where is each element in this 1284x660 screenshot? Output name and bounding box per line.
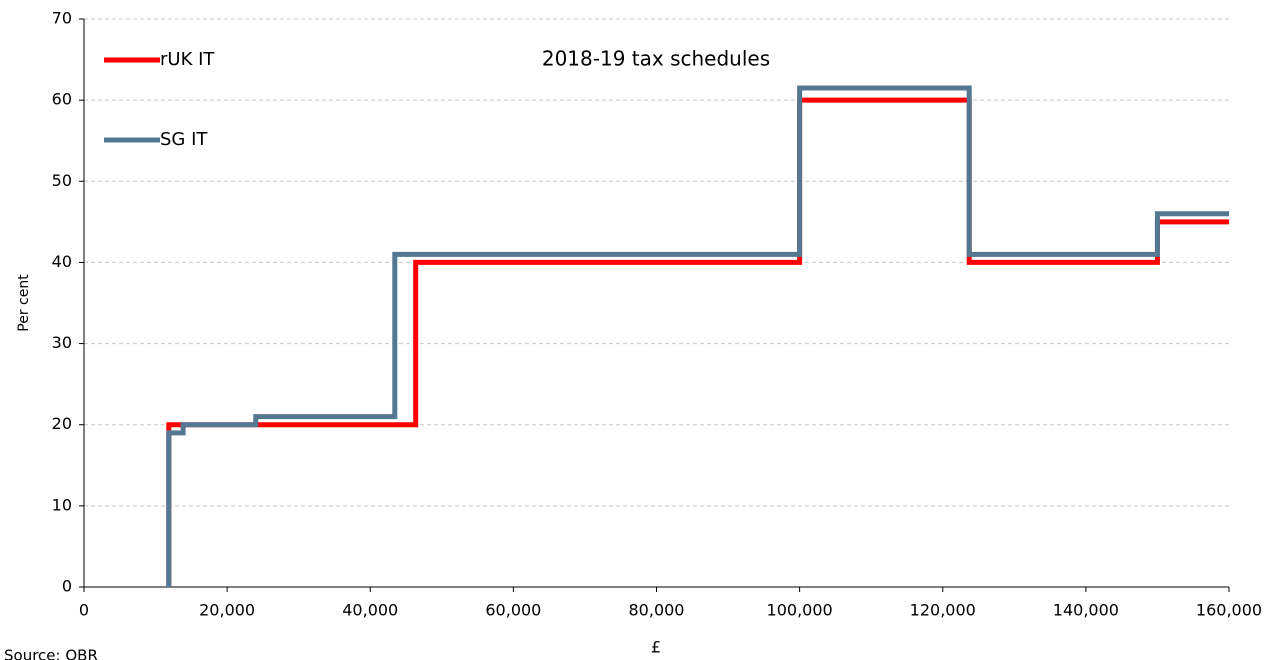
y-axis-label: Per cent (16, 274, 32, 332)
x-tick-label: 80,000 (629, 601, 685, 620)
x-axis-label: £ (651, 638, 661, 657)
x-tick-label: 100,000 (767, 601, 833, 620)
y-tick-label: 30 (52, 333, 72, 352)
x-tick-label: 60,000 (485, 601, 541, 620)
series-line (166, 85, 1229, 587)
y-tick-label: 60 (52, 90, 72, 109)
x-tick-label: 120,000 (910, 601, 976, 620)
x-tick-label: 140,000 (1053, 601, 1119, 620)
series-line (166, 97, 1229, 587)
x-tick-label: 20,000 (199, 601, 255, 620)
y-tick-label: 20 (52, 414, 72, 433)
y-tick-label: 50 (52, 171, 72, 190)
legend-label: SG IT (160, 129, 208, 150)
source-note: Source: OBR (4, 647, 98, 660)
x-tick-label: 0 (79, 601, 89, 620)
legend-label: rUK IT (160, 49, 215, 70)
y-tick-label: 40 (52, 252, 72, 271)
x-tick-label: 160,000 (1196, 601, 1262, 620)
x-tick-label: 40,000 (342, 601, 398, 620)
chart-title: 2018-19 tax schedules (542, 47, 770, 71)
y-tick-label: 0 (62, 577, 72, 596)
y-tick-label: 10 (52, 495, 72, 514)
y-tick-label: 70 (52, 9, 72, 28)
